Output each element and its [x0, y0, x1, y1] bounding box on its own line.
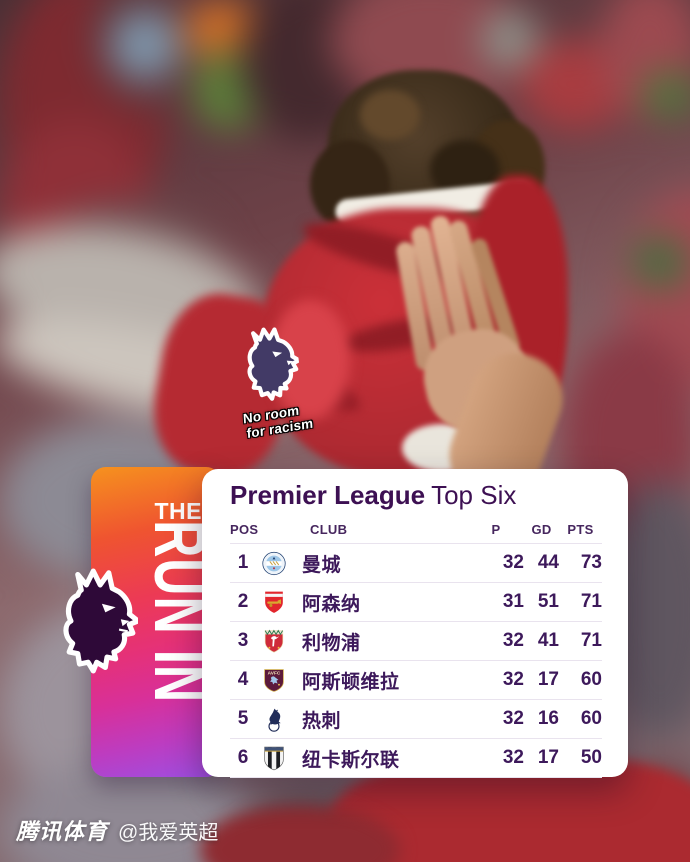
club-name: 阿森纳	[302, 593, 361, 615]
pts-value: 60	[580, 669, 602, 690]
table-header-row: POS CLUB P GD PTS	[230, 515, 602, 543]
card-title: Premier League Top Six	[230, 479, 602, 511]
liverpool-crest-icon	[264, 629, 284, 653]
newcastle-crest-icon	[264, 746, 284, 770]
header-played: P	[491, 521, 501, 537]
header-club: CLUB	[310, 521, 348, 537]
card-title-bold: Premier League	[230, 480, 426, 510]
club-name: 热刺	[302, 710, 342, 732]
played-value: 32	[502, 552, 524, 573]
row-position: 4	[237, 669, 249, 690]
arsenal-crest-icon	[265, 591, 283, 613]
club-name: 阿斯顿维拉	[302, 671, 400, 693]
aston-villa-crest-icon: AVFC	[264, 668, 284, 692]
table-row: 2 阿森纳 31 51 71	[230, 582, 602, 621]
gd-value: 17	[537, 669, 559, 690]
club-name: 曼城	[302, 554, 342, 576]
sleeve-premier-league-lion-badge	[247, 327, 301, 401]
played-value: 32	[502, 708, 524, 729]
gd-value: 44	[537, 552, 559, 573]
pts-value: 71	[580, 591, 602, 612]
table-body: 1 曼城 32 44 73 2	[230, 543, 602, 778]
pts-value: 50	[580, 747, 602, 768]
played-value: 32	[502, 669, 524, 690]
header-pos: POS	[230, 521, 259, 537]
table-row: 4 AVFC 阿斯顿维拉 32 17 60	[230, 660, 602, 699]
club-name: 利物浦	[302, 632, 361, 654]
table-row: 1 曼城 32 44 73	[230, 543, 602, 582]
row-position: 3	[237, 630, 249, 651]
card-title-light: Top Six	[431, 480, 517, 510]
league-table-card: Premier League Top Six POS CLUB P GD PTS …	[202, 469, 628, 778]
gd-value: 17	[537, 747, 559, 768]
watermark: 腾讯体育 @我爱英超	[16, 814, 218, 846]
premier-league-lion-logo	[63, 568, 138, 674]
tottenham-crest-icon	[268, 708, 281, 732]
banner-word-the: THE	[154, 498, 202, 524]
row-position: 2	[237, 591, 249, 612]
row-position: 1	[237, 552, 249, 573]
played-value: 31	[502, 591, 524, 612]
played-value: 32	[502, 630, 524, 651]
table-row: 3 利物浦 32 41 71	[230, 621, 602, 660]
pts-value: 73	[580, 552, 602, 573]
watermark-brand: 腾讯体育	[16, 819, 109, 844]
played-value: 32	[502, 747, 524, 768]
gd-value: 51	[537, 591, 559, 612]
table-row: 5 热刺 32 16 60	[230, 699, 602, 738]
club-name: 纽卡斯尔联	[302, 749, 400, 771]
header-pts: PTS	[567, 521, 594, 537]
gd-value: 41	[537, 630, 559, 651]
villa-crest-text: AVFC	[268, 670, 281, 676]
row-position: 5	[237, 708, 249, 729]
watermark-handle: @我爱英超	[118, 822, 219, 844]
gd-value: 16	[537, 708, 559, 729]
row-position: 6	[237, 747, 249, 768]
pts-value: 71	[580, 630, 602, 651]
man-city-crest-icon	[262, 551, 286, 575]
table-row: 6 纽卡斯尔联 32 17 50	[230, 738, 602, 777]
pts-value: 60	[580, 708, 602, 729]
header-gd: GD	[531, 521, 552, 537]
